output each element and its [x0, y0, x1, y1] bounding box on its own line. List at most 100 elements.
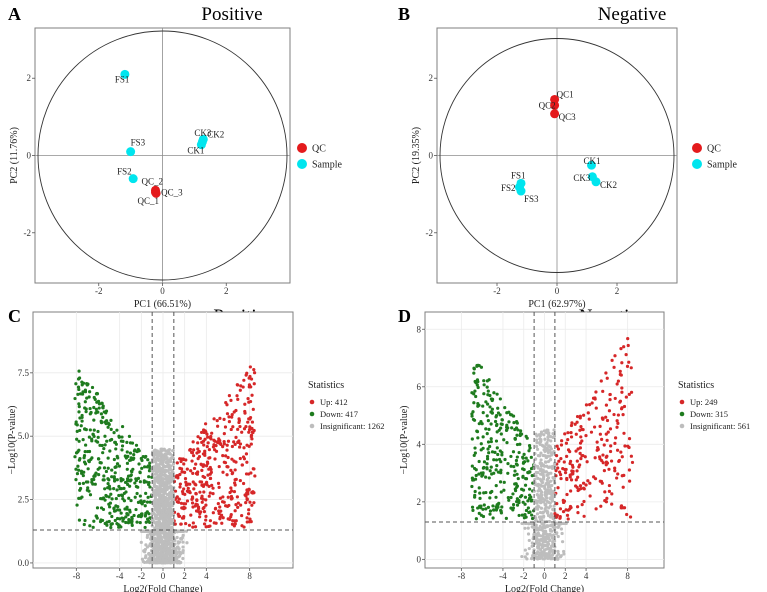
point-label: QC_3 — [161, 187, 183, 197]
data-point — [198, 511, 202, 516]
data-point — [140, 512, 144, 516]
data-point — [156, 498, 160, 502]
data-point — [541, 453, 545, 458]
data-point — [119, 477, 123, 481]
legend-marker — [679, 411, 685, 417]
data-point — [133, 481, 137, 485]
data-point — [473, 389, 477, 393]
data-point — [549, 439, 553, 443]
data-point — [604, 415, 608, 419]
data-point — [581, 453, 585, 458]
data-point — [167, 525, 171, 530]
data-point — [508, 413, 513, 417]
data-point — [540, 526, 544, 530]
data-point — [212, 438, 216, 442]
data-point — [594, 390, 598, 394]
data-point — [155, 528, 159, 532]
data-point — [156, 516, 160, 521]
data-point — [601, 417, 605, 421]
data-point — [473, 495, 477, 499]
data-point — [488, 509, 493, 513]
data-point — [579, 457, 583, 461]
data-point — [482, 460, 487, 464]
data-point — [602, 469, 606, 473]
data-point — [604, 371, 608, 375]
data-point — [104, 494, 109, 498]
data-point — [158, 526, 162, 531]
data-point — [607, 467, 611, 471]
data-point — [160, 471, 164, 475]
data-point — [608, 392, 612, 397]
data-point — [81, 481, 86, 485]
data-point — [561, 500, 566, 505]
data-point — [528, 487, 532, 491]
data-point — [537, 545, 541, 549]
point-label: FS3 — [524, 194, 539, 204]
point-label: QC2 — [539, 100, 556, 110]
data-point — [543, 507, 547, 511]
data-point — [622, 431, 626, 435]
data-point — [208, 476, 213, 480]
data-point — [166, 509, 170, 514]
data-point — [473, 477, 478, 481]
data-point — [626, 337, 630, 341]
data-point — [503, 405, 507, 410]
data-point — [245, 516, 249, 520]
data-point — [609, 444, 613, 448]
data-point — [240, 513, 244, 518]
data-point — [134, 443, 139, 447]
data-point — [550, 499, 555, 503]
data-point — [202, 443, 206, 447]
data-point — [200, 430, 204, 435]
data-point — [221, 516, 225, 520]
data-point — [73, 396, 77, 401]
data-point — [547, 444, 551, 448]
data-point — [494, 495, 498, 499]
data-point — [546, 454, 550, 458]
data-point — [604, 463, 608, 467]
data-point — [499, 490, 503, 494]
data-point — [144, 491, 148, 495]
data-point — [515, 455, 519, 459]
data-point — [548, 515, 553, 519]
data-point — [580, 503, 584, 507]
data-point — [183, 476, 188, 481]
data-point — [548, 501, 552, 505]
data-point — [540, 461, 544, 466]
data-point — [616, 379, 620, 383]
data-point — [78, 428, 82, 433]
data-point — [74, 467, 78, 471]
data-point — [489, 437, 493, 441]
data-point — [556, 549, 560, 554]
data-point — [571, 472, 575, 476]
data-point — [521, 456, 525, 460]
data-point — [546, 524, 550, 528]
data-point — [107, 502, 111, 506]
data-point — [548, 529, 553, 533]
data-point — [554, 556, 559, 560]
data-point — [530, 474, 534, 478]
data-point — [161, 558, 165, 562]
data-point — [202, 510, 207, 514]
data-point — [595, 440, 599, 444]
data-point — [230, 415, 234, 419]
data-point — [547, 484, 551, 488]
data-point — [491, 504, 495, 508]
data-point — [203, 449, 207, 453]
data-point — [538, 515, 542, 519]
data-point — [470, 412, 474, 416]
data-point — [248, 365, 252, 369]
data-point — [511, 450, 516, 454]
data-point — [156, 505, 160, 509]
data-point — [236, 397, 240, 401]
data-point — [216, 501, 220, 506]
data-point — [540, 490, 544, 494]
data-point — [578, 416, 582, 420]
data-point — [237, 420, 241, 425]
data-point — [204, 503, 208, 507]
data-point — [88, 406, 92, 411]
data-point — [545, 478, 549, 482]
data-point — [563, 432, 567, 436]
x-tick-label: -2 — [95, 286, 103, 296]
data-point — [224, 401, 228, 405]
